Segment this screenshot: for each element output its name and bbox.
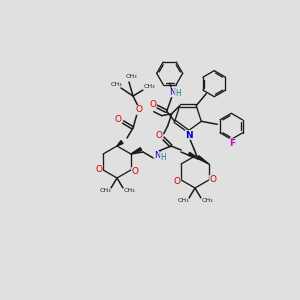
Text: O: O (131, 167, 138, 176)
Text: O: O (149, 100, 156, 109)
Text: O: O (96, 166, 103, 175)
Polygon shape (131, 148, 142, 154)
Text: O: O (155, 130, 163, 140)
Polygon shape (117, 141, 123, 146)
Text: N: N (154, 152, 160, 160)
Text: H: H (160, 152, 166, 161)
Text: O: O (115, 115, 122, 124)
Text: CH₃: CH₃ (99, 188, 111, 194)
Text: CH₃: CH₃ (177, 199, 189, 203)
Text: O: O (209, 176, 216, 184)
Text: CH₃: CH₃ (201, 199, 213, 203)
Text: N: N (169, 88, 176, 97)
Text: CH₃: CH₃ (110, 82, 122, 86)
Polygon shape (188, 152, 195, 156)
Text: CH₃: CH₃ (143, 85, 155, 89)
Text: CH₃: CH₃ (123, 188, 135, 194)
Text: F: F (229, 139, 236, 148)
Text: H: H (175, 89, 181, 98)
Polygon shape (197, 156, 209, 164)
Text: O: O (174, 178, 181, 187)
Text: CH₃: CH₃ (125, 74, 137, 79)
Text: N: N (185, 130, 193, 140)
Text: O: O (136, 106, 142, 115)
